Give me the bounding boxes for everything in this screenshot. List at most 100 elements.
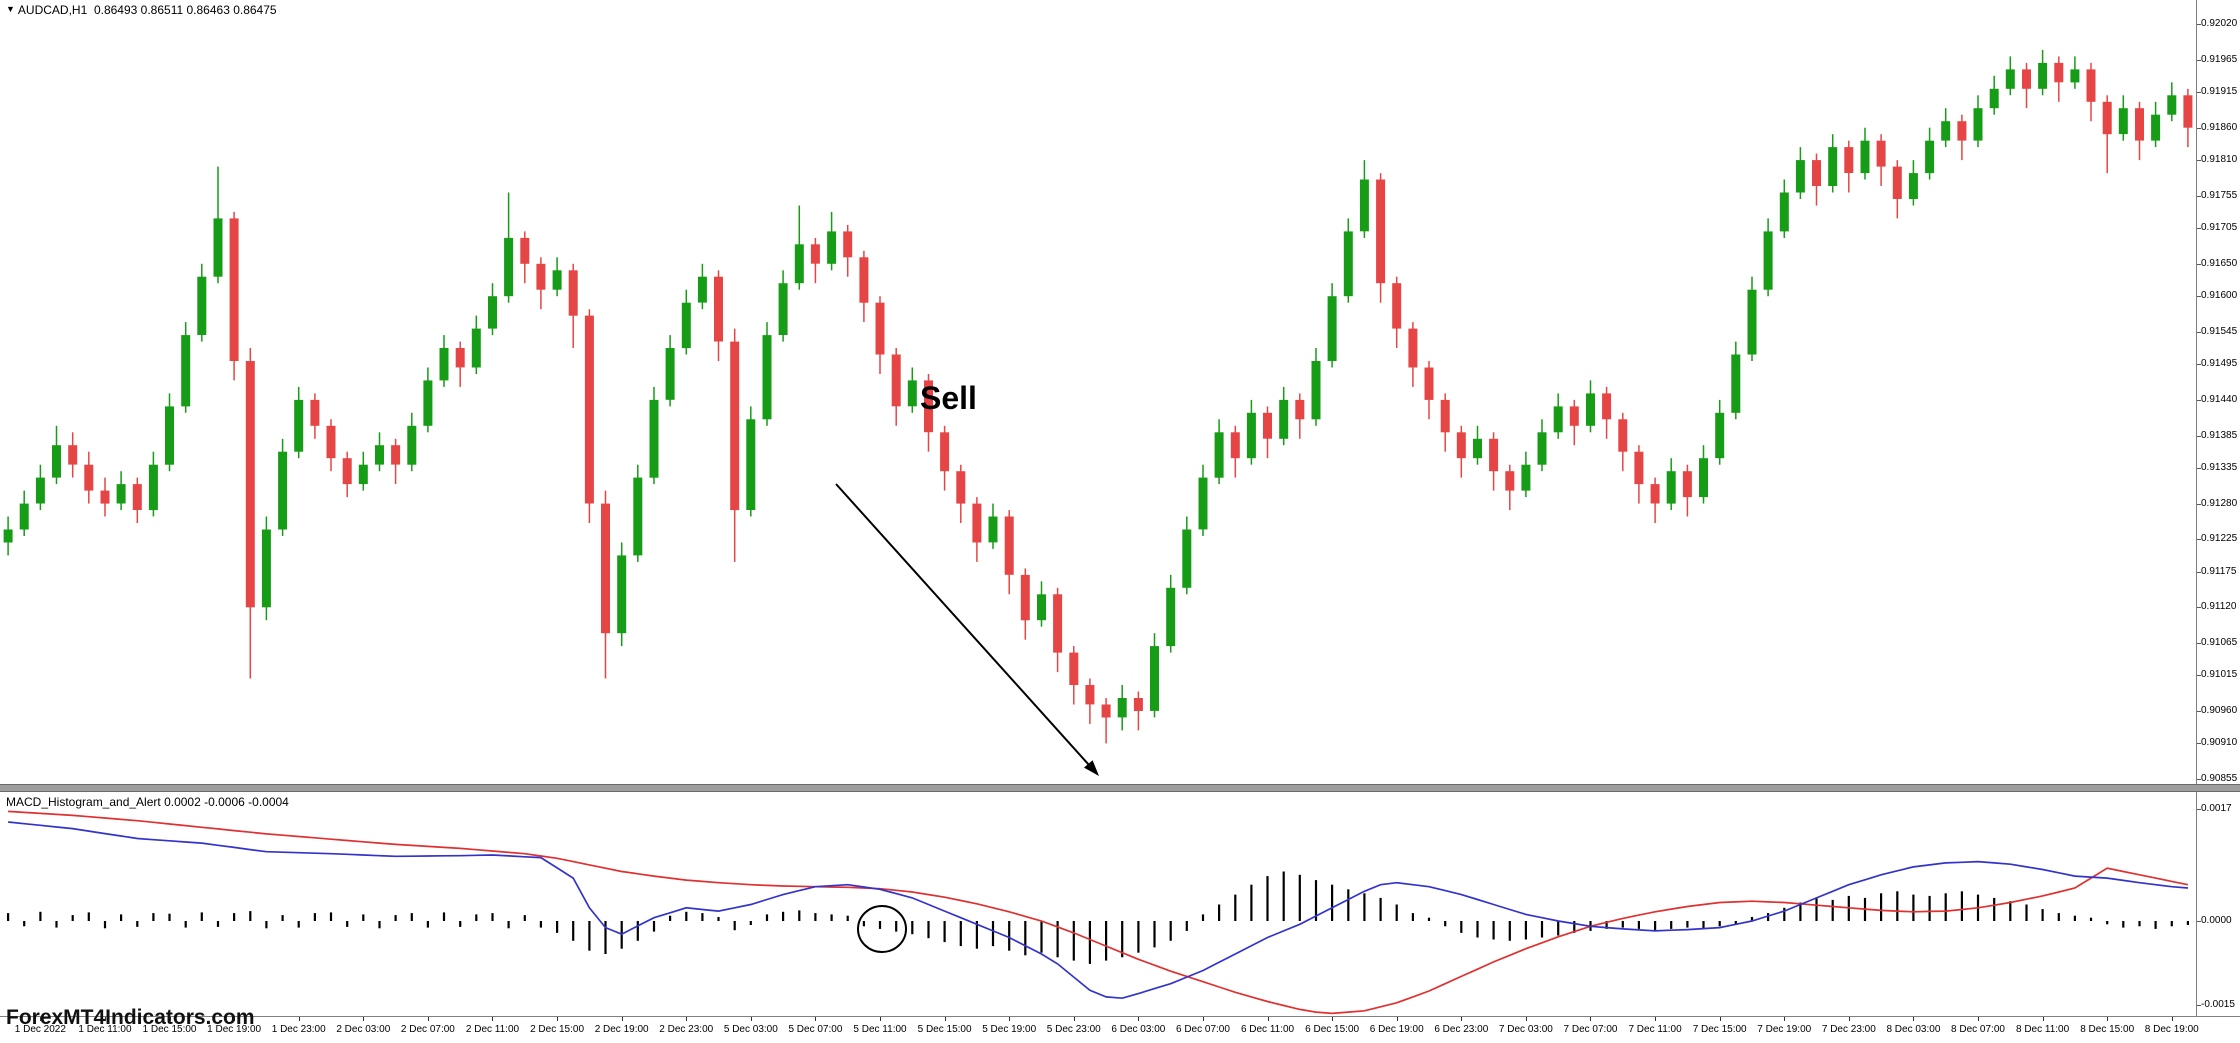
price-axis-label-tick	[2197, 539, 2201, 541]
price-axis-label: 0.91385	[2201, 429, 2238, 441]
price-axis-label-tick	[2197, 331, 2201, 333]
time-axis-tick	[234, 1017, 236, 1021]
symbol-info-label: ▼ AUDCAD,H1 0.86493 0.86511 0.86463 0.864…	[6, 3, 277, 17]
time-axis-divider-line	[0, 1016, 2240, 1017]
time-axis-tick	[1009, 1017, 1011, 1021]
indicator-name: MACD_Histogram_and_Alert	[6, 795, 161, 809]
price-axis-label-tick	[2197, 24, 2201, 25]
time-axis-label: 1 Dec 19:00	[207, 1024, 262, 1035]
price-axis-label: 0.91280	[2201, 497, 2238, 509]
time-axis-label: 2 Dec 11:00	[465, 1024, 520, 1035]
price-axis-label-tick	[2197, 435, 2201, 437]
time-axis-tick	[1073, 1017, 1075, 1021]
time-axis-tick	[363, 1017, 365, 1021]
price-axis-label: 0.91015	[2201, 669, 2238, 681]
price-axis-label-tick	[2197, 399, 2201, 401]
time-axis-tick	[557, 1017, 559, 1021]
time-axis-label: 7 Dec 23:00	[1821, 1024, 1876, 1035]
indicator-axis-label-tick	[2197, 921, 2201, 922]
price-axis-label: 0.91440	[2201, 393, 2238, 405]
price-axis[interactable]: 0.92020 0.91965 0.91915 0.91860 0.91810 0.917…	[2197, 0, 2240, 1016]
price-axis-label: 0.91120	[2201, 601, 2237, 613]
price-axis-label: 0.91915	[2201, 86, 2238, 98]
price-axis-label-tick	[2197, 710, 2201, 712]
price-axis-label-tick	[2197, 467, 2201, 469]
price-axis-label-tick	[2197, 571, 2201, 573]
time-axis-tick	[2171, 1017, 2173, 1021]
indicator-axis-label-tick	[2197, 808, 2201, 810]
time-axis-tick	[1590, 1017, 1592, 1021]
time-axis-label: 6 Dec 11:00	[1240, 1024, 1295, 1035]
time-axis-tick	[1396, 1017, 1398, 1021]
time-axis-label: 2 Dec 07:00	[400, 1024, 455, 1035]
price-axis-label: 0.91175	[2201, 565, 2237, 577]
macd-canvas[interactable]	[0, 792, 2196, 1016]
price-axis-label: 0.91965	[2201, 53, 2238, 65]
price-axis-label-tick	[2197, 364, 2201, 366]
price-axis-label-tick	[2197, 642, 2201, 644]
time-axis-label: 6 Dec 19:00	[1369, 1024, 1424, 1035]
time-axis-tick	[1202, 1017, 1204, 1021]
price-axis-label-tick	[2197, 503, 2201, 505]
panel-separator[interactable]	[0, 784, 2240, 792]
time-axis-label: 7 Dec 03:00	[1498, 1024, 1553, 1035]
time-axis-tick	[104, 1017, 106, 1021]
price-axis-label-tick	[2197, 127, 2201, 129]
indicator-title: MACD_Histogram_and_Alert 0.0002 -0.0006 …	[6, 795, 289, 809]
time-axis-label: 6 Dec 23:00	[1434, 1024, 1489, 1035]
indicator-axis-label: 0.0000	[2201, 915, 2232, 926]
time-axis-label: 2 Dec 23:00	[659, 1024, 714, 1035]
time-axis-tick	[1848, 1017, 1850, 1021]
indicator-axis-label: -0.0015	[2201, 999, 2235, 1010]
price-axis-label: 0.91545	[2201, 325, 2238, 337]
time-axis-label: 2 Dec 15:00	[530, 1024, 585, 1035]
time-axis-tick	[1332, 1017, 1334, 1021]
price-axis-label: 0.91495	[2201, 358, 2238, 370]
time-axis-tick	[1461, 1017, 1463, 1021]
price-axis-label-tick	[2197, 59, 2201, 61]
price-axis-label: 0.91705	[2201, 222, 2238, 234]
price-axis-label-tick	[2197, 607, 2201, 609]
time-axis-tick	[944, 1017, 946, 1021]
price-axis-label-tick	[2197, 779, 2201, 780]
indicator-values: 0.0002 -0.0006 -0.0004	[164, 795, 289, 809]
time-axis-tick	[1784, 1017, 1786, 1021]
time-axis-label: 1 Dec 11:00	[78, 1024, 132, 1035]
symbol-ohlc-values: 0.86493 0.86511 0.86463 0.86475	[93, 3, 277, 17]
price-axis-label-tick	[2197, 263, 2201, 265]
indicator-axis-label: 0.0017	[2201, 802, 2232, 814]
time-axis-label: 8 Dec 03:00	[1886, 1024, 1941, 1035]
main-chart-canvas[interactable]	[0, 0, 2196, 784]
time-axis-label: 1 Dec 23:00	[271, 1024, 326, 1035]
time-axis-label: 1 Dec 15:00	[142, 1024, 197, 1035]
time-axis-label: 7 Dec 07:00	[1563, 1024, 1618, 1035]
time-axis-label: 5 Dec 03:00	[723, 1024, 778, 1035]
symbol-marker-icon: ▼	[6, 4, 15, 14]
price-axis-label-tick	[2197, 296, 2201, 298]
time-axis[interactable]: 1 Dec 2022 1 Dec 11:00 1 Dec 15:00 1 Dec 19…	[0, 1017, 2240, 1043]
time-axis-label: 2 Dec 03:00	[336, 1024, 391, 1035]
time-axis-label: 7 Dec 11:00	[1628, 1024, 1682, 1035]
time-axis-label: 5 Dec 15:00	[917, 1024, 972, 1035]
time-axis-label: 2 Dec 19:00	[594, 1024, 649, 1035]
time-axis-tick	[492, 1017, 494, 1021]
axis-divider-line	[2196, 0, 2197, 1016]
time-axis-label: 8 Dec 19:00	[2144, 1024, 2199, 1035]
time-axis-label: 7 Dec 15:00	[1692, 1024, 1747, 1035]
time-axis-label: 8 Dec 07:00	[1951, 1024, 2005, 1035]
price-axis-label-tick	[2197, 92, 2201, 94]
price-axis-label: 0.91860	[2201, 121, 2238, 133]
time-axis-label: 5 Dec 07:00	[788, 1024, 843, 1035]
price-axis-label: 0.91225	[2201, 533, 2238, 545]
price-axis-label: 0.91810	[2201, 154, 2238, 166]
time-axis-label: 1 Dec 2022	[14, 1024, 66, 1035]
time-axis-tick	[750, 1017, 752, 1021]
macd-panel	[0, 792, 2196, 1016]
time-axis-label: 8 Dec 15:00	[2080, 1024, 2135, 1035]
time-axis-label: 6 Dec 03:00	[1111, 1024, 1166, 1035]
time-axis-tick	[1913, 1017, 1915, 1021]
time-axis-tick	[1719, 1017, 1721, 1021]
time-axis-tick	[1525, 1017, 1527, 1021]
price-axis-label-tick	[2197, 675, 2201, 677]
price-axis-label: 0.91755	[2201, 189, 2238, 201]
